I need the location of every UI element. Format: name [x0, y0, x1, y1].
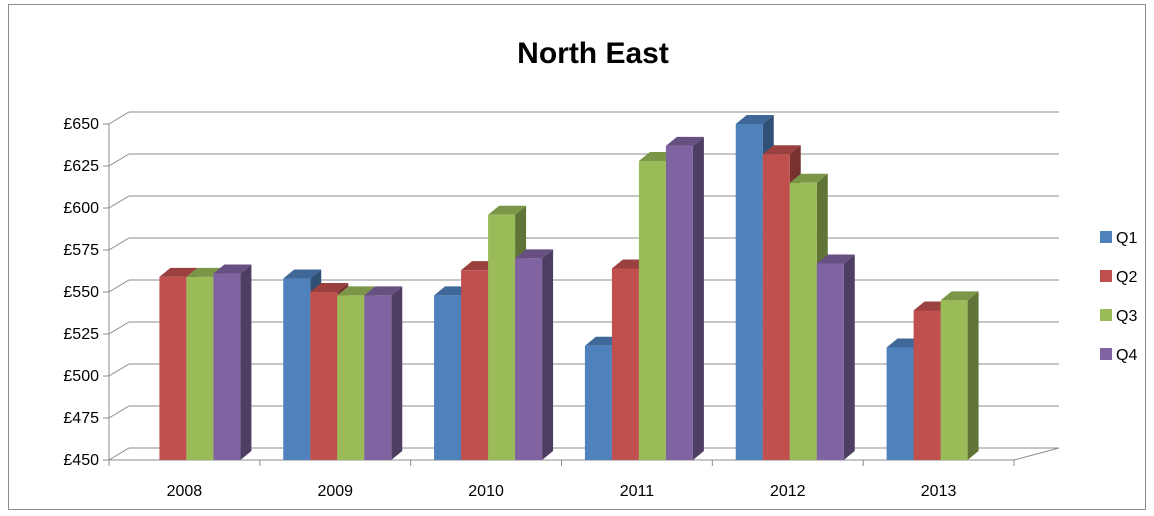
y-tick-label: £575 — [63, 242, 99, 259]
bar-top — [762, 145, 801, 155]
bar-q3-2013 — [940, 291, 979, 460]
bar-front — [913, 310, 941, 460]
bar-front — [816, 263, 844, 460]
bar-side — [240, 264, 252, 460]
x-tick-label: 2008 — [167, 483, 203, 500]
bar-side — [967, 291, 979, 460]
bar-chart: North East £450£475£500£525£550£575£600£… — [63, 37, 1137, 500]
bar-side — [692, 136, 704, 460]
legend-item-q3: Q3 — [1100, 308, 1137, 325]
bar-side — [391, 286, 403, 460]
bar-side — [542, 249, 554, 460]
gridline-wall — [108, 447, 130, 461]
bar-top — [665, 136, 704, 146]
bar-front — [434, 295, 462, 460]
bar-front — [665, 145, 693, 460]
bar-front — [337, 295, 365, 460]
y-tick-label: £500 — [63, 368, 99, 385]
y-axis: £450 £475 £500 £525 £550 £575 £600 £625 £650 — [63, 116, 110, 469]
legend-swatch — [1100, 270, 1112, 282]
x-tick-label: 2010 — [468, 483, 504, 500]
x-axis: 2008 2009 2010 2011 2012 2013 — [108, 447, 1060, 500]
bar-top — [515, 249, 554, 259]
legend: Q1 Q2 Q3 Q4 — [1100, 230, 1137, 364]
bar-front — [886, 347, 914, 460]
bar-top — [488, 205, 527, 215]
legend-label: Q2 — [1116, 269, 1137, 286]
bar-front — [283, 278, 311, 460]
bar-front — [762, 154, 790, 461]
bar-front — [310, 292, 338, 460]
bar-top — [213, 264, 252, 274]
bar-front — [186, 276, 214, 460]
bar-q4-2012 — [816, 254, 855, 460]
gridline-wall — [108, 279, 130, 293]
bar-top — [789, 173, 828, 183]
x-tick-label: 2012 — [770, 483, 806, 500]
legend-item-q2: Q2 — [1100, 269, 1137, 286]
y-tick-label: £525 — [63, 326, 99, 343]
x-tick-label: 2009 — [317, 483, 353, 500]
x-tick-label: 2013 — [921, 483, 957, 500]
gridline-wall — [108, 363, 130, 377]
x-tick-label: 2011 — [620, 483, 655, 500]
gridline-wall — [108, 321, 130, 335]
bar-front — [940, 300, 968, 460]
bar-front — [488, 214, 516, 460]
gridline-wall — [108, 153, 130, 167]
legend-label: Q1 — [1116, 230, 1137, 247]
y-tick-label: £625 — [63, 158, 99, 175]
bar-q4-2011 — [665, 136, 704, 460]
bar-top — [159, 267, 198, 277]
floor-edge — [1013, 447, 1060, 461]
bar-front — [789, 182, 817, 461]
y-tick-label: £600 — [63, 200, 99, 217]
bar-front — [364, 295, 392, 460]
bar-side — [843, 254, 855, 460]
legend-swatch — [1100, 348, 1112, 360]
bar-top — [283, 269, 322, 279]
gridline-wall — [108, 237, 130, 251]
legend-label: Q4 — [1116, 347, 1137, 364]
bar-top — [337, 286, 376, 296]
legend-item-q4: Q4 — [1100, 347, 1137, 364]
legend-label: Q3 — [1116, 308, 1137, 325]
bar-top — [816, 254, 855, 264]
bar-front — [638, 160, 666, 460]
bar-front — [159, 276, 187, 460]
bar-q4-2009 — [364, 286, 403, 460]
bar-q4-2008 — [213, 264, 252, 460]
y-tick-label: £450 — [63, 452, 99, 469]
y-tick-label: £475 — [63, 410, 99, 427]
bar-top — [735, 115, 774, 124]
legend-item-q1: Q1 — [1100, 230, 1137, 247]
y-tick-label: £650 — [63, 116, 99, 133]
bar-front — [584, 345, 612, 460]
bar-top — [364, 286, 403, 296]
gridline-wall — [108, 195, 130, 209]
bar-front — [611, 268, 639, 460]
bar-front — [213, 273, 241, 460]
y-tick-label: £550 — [63, 284, 99, 301]
bar-front — [515, 258, 543, 460]
bar-front — [735, 124, 763, 460]
bar-top — [940, 291, 979, 301]
bar-front — [461, 270, 489, 460]
bars — [159, 115, 979, 461]
chart-title: North East — [517, 37, 669, 70]
gridline-wall — [108, 111, 130, 125]
legend-swatch — [1100, 231, 1112, 243]
legend-swatch — [1100, 309, 1112, 321]
bar-q4-2010 — [515, 249, 554, 460]
chart-frame: North East £450 £475 £500 £525 £550 £575 £600 £… — [8, 4, 1146, 510]
gridline-wall — [108, 405, 130, 419]
bar-top — [310, 283, 349, 292]
